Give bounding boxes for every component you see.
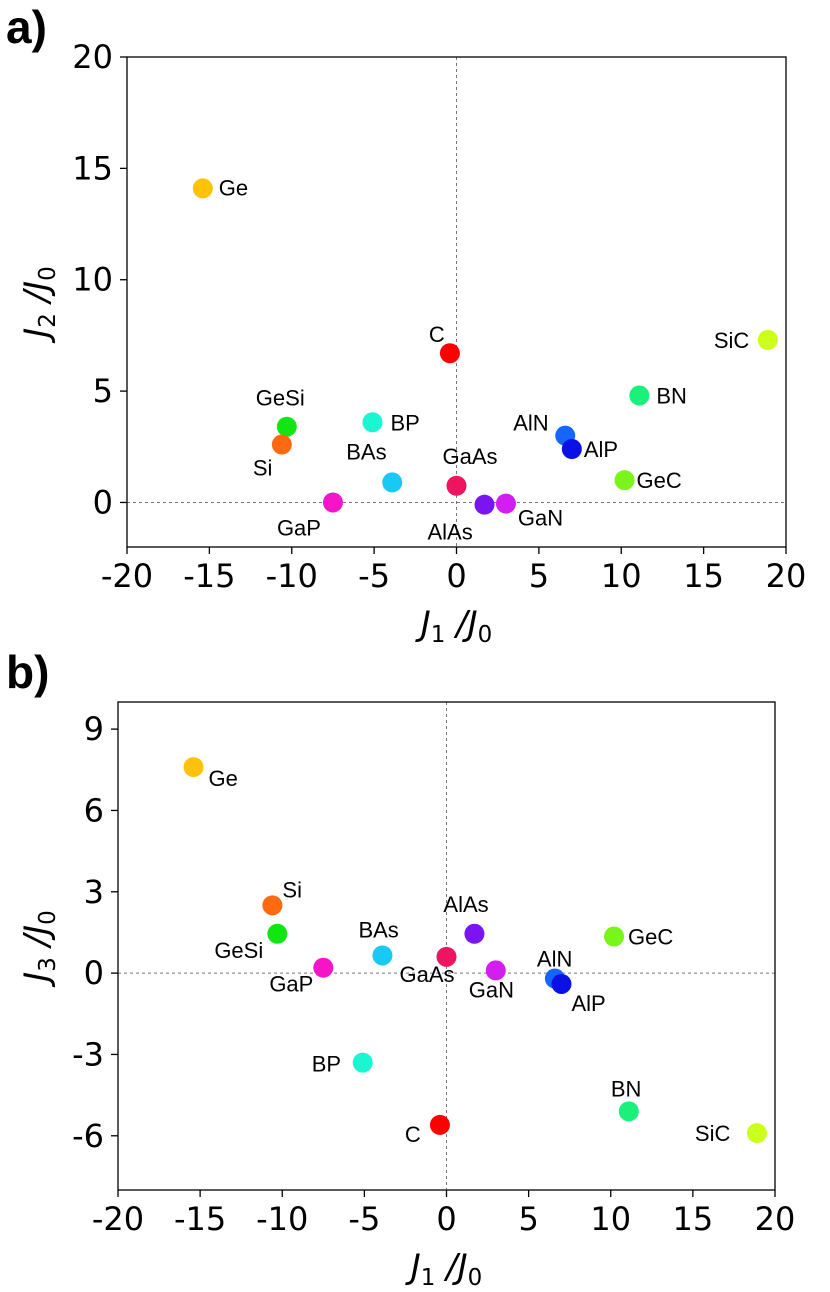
x-tick-label: -5 bbox=[358, 557, 390, 595]
x-tick-label: 0 bbox=[446, 557, 466, 595]
y-tick-label: 3 bbox=[84, 873, 104, 911]
x-tick-label: 20 bbox=[766, 557, 807, 595]
point-label-ge: Ge bbox=[219, 175, 248, 200]
point-label-c: C bbox=[405, 1122, 421, 1147]
point-label-c: C bbox=[429, 322, 445, 347]
data-point-gec bbox=[604, 926, 625, 947]
data-point-gan bbox=[495, 493, 516, 514]
data-point-gec bbox=[614, 470, 635, 491]
point-label-gan: GaN bbox=[518, 506, 563, 531]
point-label-si: Si bbox=[282, 877, 302, 902]
point-label-sic: SiC bbox=[714, 328, 750, 353]
data-point-alas bbox=[474, 494, 495, 515]
y-axis-label: J2 /J0 bbox=[17, 266, 61, 344]
point-label-alas: AlAs bbox=[443, 892, 488, 917]
y-axis-label: J3 /J0 bbox=[17, 910, 61, 988]
point-label-aln: AlN bbox=[537, 947, 572, 972]
point-label-gan: GaN bbox=[469, 977, 514, 1002]
y-tick-label: 9 bbox=[84, 710, 104, 748]
x-tick-label: 10 bbox=[601, 557, 642, 595]
data-point-sic bbox=[757, 329, 778, 350]
x-tick-label: 15 bbox=[673, 1200, 714, 1238]
point-label-bas: BAs bbox=[346, 439, 386, 464]
data-point-bp bbox=[362, 412, 383, 433]
point-label-sic: SiC bbox=[695, 1121, 731, 1146]
point-label-gaas: GaAs bbox=[443, 444, 498, 469]
x-tick-label: 10 bbox=[590, 1200, 631, 1238]
y-tick-label: 0 bbox=[84, 954, 104, 992]
point-label-aln: AlN bbox=[513, 411, 548, 436]
panel-b: b) -20 -15 -10 -5 0 5 10 15 20 -6 -3 0 3 6 9 J1 /J0 J3 /J… bbox=[6, 646, 795, 1291]
point-label-alp: AlP bbox=[571, 991, 605, 1016]
point-label-bp: BP bbox=[312, 1052, 341, 1077]
y-tick-label: 0 bbox=[93, 483, 113, 521]
data-point-ge bbox=[183, 757, 204, 778]
data-point-si bbox=[271, 434, 292, 455]
data-point-gaas bbox=[446, 475, 467, 496]
data-point-gap bbox=[313, 957, 334, 978]
data-point-c bbox=[429, 1114, 450, 1135]
y-tick-label: 15 bbox=[72, 149, 113, 187]
point-label-gaas: GaAs bbox=[400, 962, 455, 987]
data-point-gaas bbox=[436, 946, 457, 967]
point-label-ge: Ge bbox=[209, 766, 238, 791]
data-point-alp bbox=[551, 973, 572, 994]
x-tick-label: 15 bbox=[683, 557, 724, 595]
data-point-gesi bbox=[267, 923, 288, 944]
point-label-alas: AlAs bbox=[428, 520, 473, 545]
x-tick-label: -20 bbox=[101, 557, 153, 595]
x-axis-label: J1 /J0 bbox=[405, 1247, 483, 1291]
data-point-bn bbox=[618, 1101, 639, 1122]
x-tick-label: -20 bbox=[92, 1200, 144, 1238]
data-point-sic bbox=[746, 1123, 767, 1144]
data-point-gesi bbox=[276, 416, 297, 437]
point-label-bp: BP bbox=[390, 410, 419, 435]
x-tick-label: -10 bbox=[256, 1200, 308, 1238]
y-tick-label: 10 bbox=[72, 261, 113, 299]
x-axis-label: J1 /J0 bbox=[415, 604, 493, 648]
x-tick-label: 20 bbox=[755, 1200, 796, 1238]
data-point-bas bbox=[382, 472, 403, 493]
x-tick-label: -10 bbox=[266, 557, 318, 595]
x-tick-label: 5 bbox=[518, 1200, 538, 1238]
point-label-gec: GeC bbox=[637, 468, 682, 493]
point-label-gesi: GeSi bbox=[256, 386, 305, 411]
x-tick-label: 0 bbox=[436, 1200, 456, 1238]
point-label-gec: GeC bbox=[628, 925, 673, 950]
point-label-bas: BAs bbox=[358, 917, 398, 942]
data-point-c bbox=[439, 343, 460, 364]
y-tick-label: 5 bbox=[93, 372, 113, 410]
data-point-bn bbox=[629, 385, 650, 406]
point-label-gesi: GeSi bbox=[214, 938, 263, 963]
y-tick-label: 20 bbox=[72, 38, 113, 76]
y-tick-label: 6 bbox=[84, 791, 104, 829]
x-tick-label: 5 bbox=[529, 557, 549, 595]
point-label-bn: BN bbox=[656, 384, 687, 409]
panel-label: a) bbox=[6, 1, 47, 53]
x-tick-label: -15 bbox=[174, 1200, 226, 1238]
x-tick-label: -15 bbox=[183, 557, 235, 595]
y-tick-label: -6 bbox=[72, 1117, 104, 1155]
y-tick-label: -3 bbox=[72, 1035, 104, 1073]
data-point-ge bbox=[192, 178, 213, 199]
data-point-si bbox=[262, 895, 283, 916]
point-label-alp: AlP bbox=[584, 437, 618, 462]
point-label-si: Si bbox=[253, 456, 273, 481]
point-label-bn: BN bbox=[611, 1076, 642, 1101]
data-point-bas bbox=[372, 945, 393, 966]
panel-a: a) -20 -15 -10 -5 0 5 10 15 20 0 5 10 15 20 J1 /J0 J2 /J… bbox=[6, 1, 806, 648]
data-point-gap bbox=[322, 492, 343, 513]
data-point-alp bbox=[561, 439, 582, 459]
point-label-gap: GaP bbox=[277, 515, 321, 540]
x-tick-label: -5 bbox=[348, 1200, 380, 1238]
data-point-alas bbox=[464, 923, 485, 944]
panel-label: b) bbox=[6, 646, 49, 698]
data-point-bp bbox=[352, 1052, 373, 1073]
data-point-gan bbox=[485, 960, 506, 981]
point-label-gap: GaP bbox=[269, 972, 313, 997]
